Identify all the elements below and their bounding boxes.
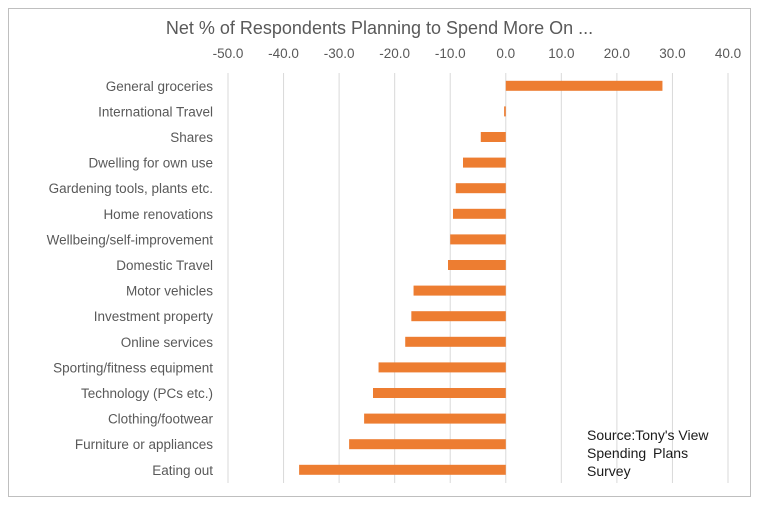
bar <box>373 388 506 398</box>
x-tick-label: 20.0 <box>604 46 630 61</box>
chart-title: Net % of Respondents Planning to Spend M… <box>165 18 594 38</box>
bar <box>455 183 506 194</box>
bar <box>450 234 506 245</box>
bar <box>453 208 506 219</box>
category-label: General groceries <box>106 79 214 94</box>
bar <box>463 157 506 168</box>
chart-frame <box>8 8 751 497</box>
category-label: Furniture or appliances <box>75 437 213 452</box>
category-label: Eating out <box>152 463 213 478</box>
x-tick-label: -40.0 <box>268 46 299 61</box>
source-line-2: Spending Plans <box>587 445 689 461</box>
source-line-3: Survey <box>587 463 631 479</box>
category-label: Shares <box>170 130 213 145</box>
bar <box>505 80 663 91</box>
category-label: Clothing/footwear <box>108 412 214 427</box>
bar <box>411 311 506 322</box>
category-label: International Travel <box>98 104 213 119</box>
x-tick-label: -20.0 <box>379 46 410 61</box>
bar <box>480 132 506 142</box>
x-tick-label: -30.0 <box>324 46 355 61</box>
bar <box>378 362 506 373</box>
bar <box>405 336 506 347</box>
category-label: Sporting/fitness equipment <box>53 360 213 375</box>
x-tick-label: 40.0 <box>715 46 741 61</box>
category-label: Investment property <box>94 309 214 324</box>
bar <box>448 260 506 270</box>
x-tick-label: 10.0 <box>548 46 574 61</box>
x-tick-label: 30.0 <box>659 46 685 61</box>
category-label: Domestic Travel <box>116 258 213 273</box>
bar <box>504 106 506 117</box>
category-label: Online services <box>121 335 214 350</box>
bar <box>413 285 506 296</box>
x-tick-label: 0.0 <box>496 46 515 61</box>
bar <box>299 464 506 475</box>
x-tick-label: -10.0 <box>435 46 466 61</box>
source-line-1: Source:Tony's View <box>587 427 709 443</box>
bar <box>364 413 506 424</box>
source-annotation: Source:Tony's View Spending Plans Survey <box>587 426 708 480</box>
category-label: Wellbeing/self-improvement <box>47 232 214 247</box>
category-label: Home renovations <box>103 207 213 222</box>
category-label: Gardening tools, plants etc. <box>49 181 213 196</box>
category-label: Dwelling for own use <box>88 156 213 171</box>
category-label: Technology (PCs etc.) <box>81 386 213 401</box>
bar <box>349 439 506 450</box>
category-label: Motor vehicles <box>126 284 213 299</box>
x-tick-label: -50.0 <box>213 46 244 61</box>
